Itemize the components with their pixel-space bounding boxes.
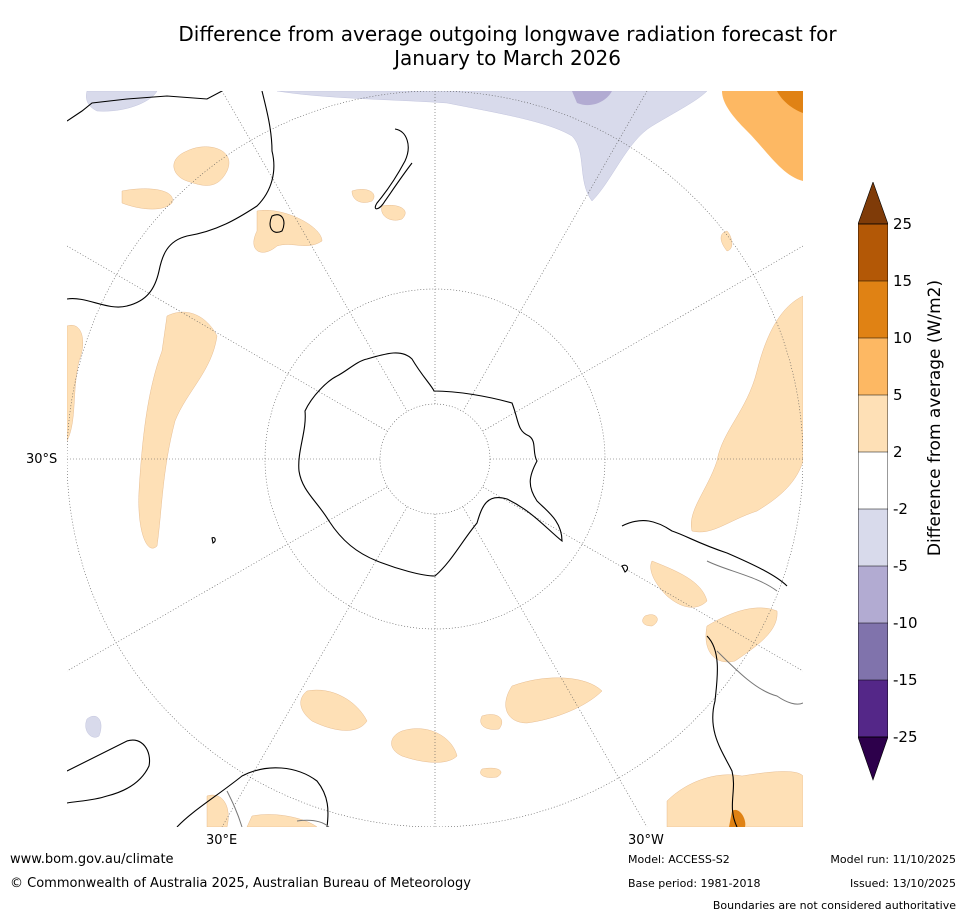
footer-copyright: © Commonwealth of Australia 2025, Austra… bbox=[10, 876, 471, 891]
title-line-1: Difference from average outgoing longwav… bbox=[178, 22, 837, 46]
colorbar-tick-2: 2 bbox=[893, 443, 903, 461]
colorbar-m5-m10 bbox=[858, 566, 888, 623]
colorbar-2-5 bbox=[858, 395, 888, 452]
map-title: Difference from average outgoing longwav… bbox=[0, 22, 965, 70]
colorbar-title: Difference from average (W/m2) bbox=[925, 279, 945, 557]
lon-label-30e: 30°E bbox=[206, 833, 238, 848]
anomaly-shading-negative bbox=[85, 91, 708, 738]
colorbar-tick-m5: -5 bbox=[893, 557, 908, 575]
lon-label-30w: 30°W bbox=[628, 833, 664, 848]
footer-disclaimer: Boundaries are not considered authoritat… bbox=[712, 899, 956, 912]
map-svg bbox=[67, 91, 803, 827]
footer-model: Model: ACCESS-S2 bbox=[628, 853, 730, 866]
colorbar-m2-m5 bbox=[858, 509, 888, 566]
colorbar-5-10 bbox=[858, 338, 888, 395]
colorbar-m15-m25 bbox=[858, 680, 888, 737]
graticule bbox=[67, 91, 803, 827]
colorbar-10-15 bbox=[858, 281, 888, 338]
colorbar-tick-m15: -15 bbox=[893, 671, 918, 689]
anomaly-shading-positive bbox=[67, 146, 803, 827]
colorbar-under bbox=[858, 736, 888, 781]
footer-model-run: Model run: 11/10/2025 bbox=[830, 853, 956, 866]
footer-website: www.bom.gov.au/climate bbox=[10, 852, 174, 867]
colorbar-over bbox=[858, 182, 888, 225]
australia-coast bbox=[67, 91, 275, 308]
colorbar-tick-25: 25 bbox=[893, 215, 913, 233]
country-borders bbox=[226, 560, 803, 827]
title-line-2: January to March 2026 bbox=[394, 46, 621, 70]
colorbar-tick-m2: -2 bbox=[893, 500, 908, 518]
colorbar-tick-15: 15 bbox=[893, 272, 913, 290]
footer-base-period: Base period: 1981-2018 bbox=[628, 877, 761, 890]
tasmania-coast bbox=[269, 214, 285, 233]
colorbar-neutral bbox=[858, 452, 888, 509]
polar-map bbox=[67, 91, 803, 827]
coastlines bbox=[67, 91, 788, 827]
new-zealand-coast bbox=[374, 128, 413, 210]
colorbar-tick-m25: -25 bbox=[893, 728, 918, 746]
colorbar-m10-m15 bbox=[858, 623, 888, 680]
colorbar-tick-10: 10 bbox=[893, 329, 913, 347]
colorbar-tick-5: 5 bbox=[893, 386, 903, 404]
anomaly-shading-negative-mid bbox=[572, 91, 612, 106]
africa-coast bbox=[67, 739, 329, 827]
south-america-coast bbox=[621, 520, 788, 827]
south-georgia bbox=[621, 564, 629, 573]
colorbar-tick-m10: -10 bbox=[893, 614, 918, 632]
footer-issued: Issued: 13/10/2025 bbox=[849, 877, 956, 890]
lat-label-30s: 30°S bbox=[26, 452, 58, 467]
small-island bbox=[211, 537, 216, 544]
colorbar bbox=[858, 182, 888, 781]
colorbar-15-25 bbox=[858, 224, 888, 281]
antarctica-coast bbox=[298, 352, 563, 577]
